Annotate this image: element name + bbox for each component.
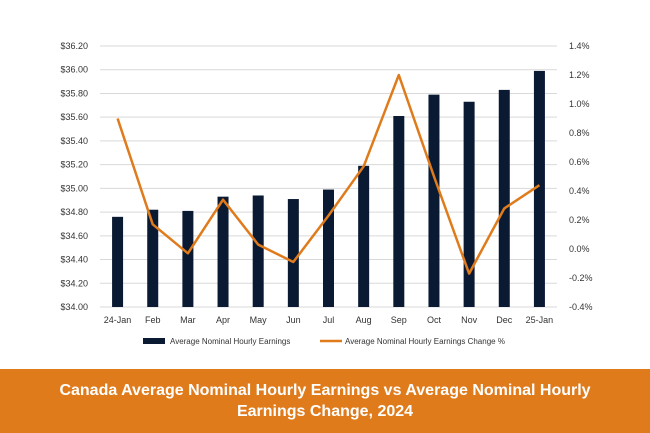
legend-line-label: Average Nominal Hourly Earnings Change %	[345, 337, 505, 346]
x-tick-label: Apr	[216, 315, 230, 325]
change-line	[116, 73, 541, 275]
y-left-tick-label: $36.20	[60, 41, 88, 51]
x-tick-label: Dec	[496, 315, 513, 325]
y-left-tick-label: $35.60	[60, 112, 88, 122]
x-tick-label: 24-Jan	[104, 315, 132, 325]
legend-bar-label: Average Nominal Hourly Earnings	[170, 337, 290, 346]
bar	[533, 70, 545, 307]
y-left-tick-label: $36.00	[60, 65, 88, 75]
y-left-tick-label: $34.20	[60, 278, 88, 288]
x-tick-label: Aug	[356, 315, 372, 325]
x-tick-label: Jul	[323, 315, 335, 325]
y-right-tick-label: -0.4%	[569, 302, 593, 312]
bar	[358, 165, 370, 307]
x-tick-label: 25-Jan	[526, 315, 554, 325]
bar	[147, 209, 159, 307]
bar	[323, 189, 334, 307]
bar	[498, 89, 510, 308]
y-left-tick-label: $35.00	[60, 183, 88, 193]
bar	[112, 216, 124, 307]
x-tick-label: Oct	[427, 315, 442, 325]
y-right-tick-label: 0.8%	[569, 128, 590, 138]
bar	[463, 101, 475, 307]
y-left-tick-label: $34.80	[60, 207, 88, 217]
y-right-tick-label: 0.4%	[569, 186, 590, 196]
x-tick-label: Jun	[286, 315, 301, 325]
chart-title: Canada Average Nominal Hourly Earnings v…	[59, 382, 591, 420]
x-tick-label: May	[250, 315, 268, 325]
x-tick-label: Nov	[461, 315, 478, 325]
y-right-tick-label: 1.4%	[569, 41, 590, 51]
chart-svg: $36.20 $36.00 $35.80 $35.60 $35.40 $35.20 $35.…	[60, 41, 593, 346]
bar	[252, 195, 264, 307]
bar	[182, 210, 194, 307]
title-banner: Canada Average Nominal Hourly Earnings v…	[0, 369, 650, 433]
x-tick-label: Sep	[391, 315, 407, 325]
chart: $36.20 $36.00 $35.80 $35.60 $35.40 $35.20 $35.…	[60, 41, 593, 346]
y-right-tick-label: 0.2%	[569, 215, 590, 225]
y-right-tick-label: 1.0%	[569, 99, 590, 109]
legend-bar-swatch	[143, 338, 165, 344]
bar	[428, 94, 440, 308]
y-left-tick-label: $34.00	[60, 302, 88, 312]
y-left-tick-label: $35.80	[60, 88, 88, 98]
y-right-tick-label: 1.2%	[569, 70, 590, 80]
y-left-tick-label: $34.40	[60, 255, 88, 265]
bar	[393, 115, 405, 307]
bar	[287, 199, 299, 307]
x-tick-label: Mar	[180, 315, 196, 325]
y-right-tick-label: -0.2%	[569, 273, 593, 283]
y-right-tick-label: 0.6%	[569, 157, 590, 167]
bar	[217, 196, 229, 307]
y-right-tick-label: 0.0%	[569, 244, 590, 254]
y-left-tick-label: $35.40	[60, 136, 88, 146]
y-left-tick-label: $35.20	[60, 160, 88, 170]
y-left-tick-label: $34.60	[60, 231, 88, 241]
x-tick-label: Feb	[145, 315, 161, 325]
